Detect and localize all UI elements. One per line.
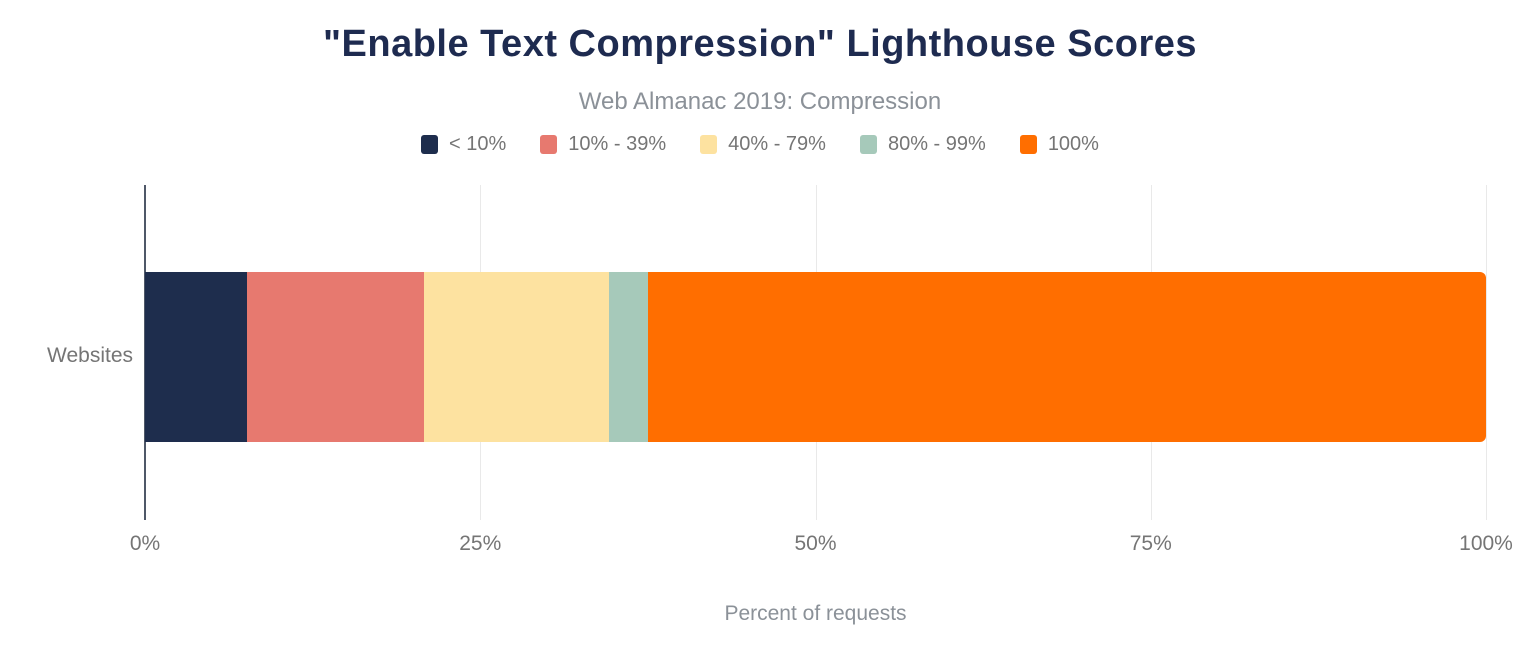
legend-item-0: < 10% [421, 133, 506, 156]
bar-segment-4 [647, 272, 1486, 442]
x-tick-label-25%: 25% [459, 532, 502, 555]
x-axis-title: Percent of requests [724, 602, 907, 625]
gridline-100% [1486, 185, 1487, 520]
bar-segment-2 [423, 272, 609, 442]
legend-item-2: 40% - 79% [700, 133, 826, 156]
legend-swatch-icon [421, 134, 439, 154]
legend-label: 40% - 79% [728, 132, 826, 155]
x-tick-label-100%: 100% [1459, 532, 1513, 555]
legend-swatch-icon [1019, 134, 1037, 154]
x-axis-ticks: 0% 25% 50% 75% 100% [130, 532, 1513, 558]
legend-item-3: 80% - 99% [859, 132, 986, 156]
chart-title: "Enable Text Compression" Lighthouse Sco… [323, 23, 1197, 65]
bar-segment-3 [608, 272, 648, 442]
bar-segment-0 [145, 272, 247, 442]
legend-item-1: 10% - 39% [540, 133, 666, 156]
y-category-label: Websites [47, 344, 133, 367]
x-tick-label-50%: 50% [794, 532, 837, 555]
legend-item-4: 100% [1019, 132, 1099, 156]
plot-area [144, 185, 1487, 520]
bar-segment-1 [246, 272, 424, 442]
legend-label: < 10% [449, 132, 507, 155]
x-tick-label-0%: 0% [129, 532, 161, 555]
legend: < 10% 10% - 39% 40% - 79% 80% - 99% 100% [0, 130, 1520, 158]
legend-swatch-icon [540, 134, 558, 154]
legend-swatch-icon [859, 134, 877, 154]
legend-label: 80% - 99% [887, 132, 986, 155]
legend-swatch-icon [700, 134, 718, 154]
legend-label: 100% [1047, 132, 1099, 155]
x-tick-label-75%: 75% [1129, 532, 1172, 555]
chart-subtitle: Web Almanac 2019: Compression [578, 88, 942, 115]
stacked-bar-websites [145, 272, 1486, 442]
legend-label: 10% - 39% [568, 132, 667, 155]
